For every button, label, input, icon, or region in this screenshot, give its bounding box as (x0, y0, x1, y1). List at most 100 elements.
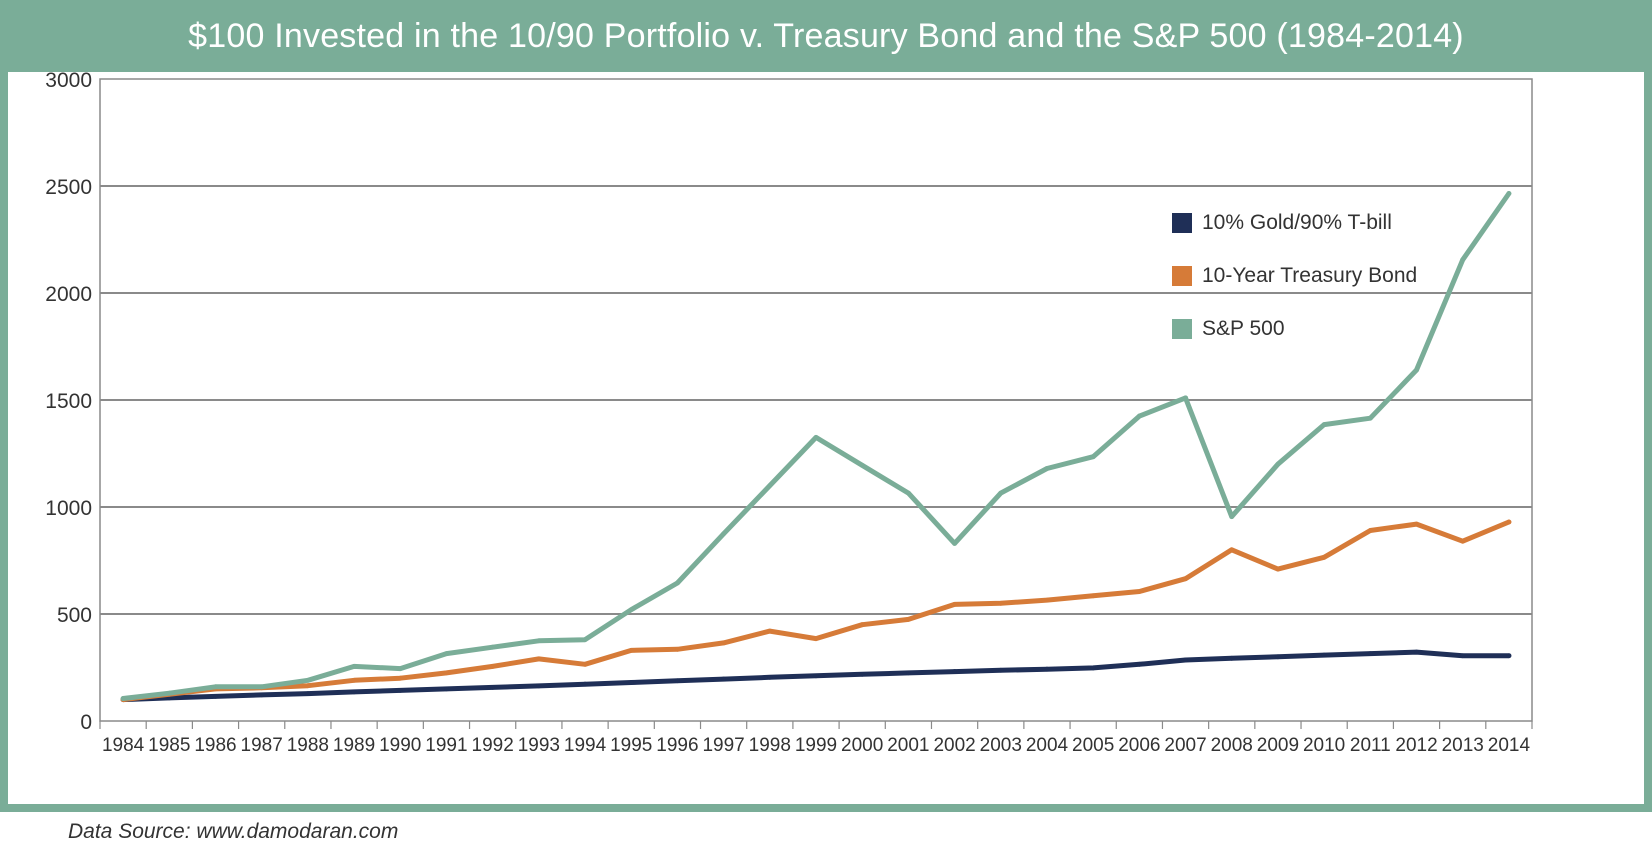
point-10-gold-90-t-bill-1991 (444, 686, 449, 692)
x-tick-label-2008: 2008 (1211, 735, 1253, 756)
point-s-p-500-1997 (721, 531, 727, 537)
title-band (0, 0, 1652, 72)
point-10-gold-90-t-bill-1988 (305, 691, 311, 697)
point-s-p-500-2003 (998, 490, 1004, 496)
data-source-note: Data Source: www.damodaran.com (68, 820, 399, 843)
point-10-gold-90-t-bill-2010 (1321, 652, 1327, 658)
point-10-year-treasury-bond-2002 (952, 601, 957, 607)
point-s-p-500-2006 (1136, 413, 1142, 419)
point-s-p-500-1987 (259, 684, 265, 690)
legend-item-treasury-bond: 10-Year Treasury Bond (1172, 263, 1417, 289)
point-s-p-500-1985 (166, 690, 172, 696)
x-tick-label-1989: 1989 (333, 735, 375, 756)
y-tick-label-1000: 1000 (45, 497, 92, 520)
y-tick-label-2000: 2000 (45, 283, 92, 306)
x-tick-label-2014: 2014 (1488, 735, 1531, 756)
point-10-gold-90-t-bill-1996 (675, 678, 680, 684)
legend-label-treasury-bond: 10-Year Treasury Bond (1202, 264, 1418, 287)
y-tick-label-2500: 2500 (45, 176, 92, 199)
x-tick-label-1996: 1996 (656, 735, 698, 756)
point-10-year-treasury-bond-1991 (444, 670, 449, 676)
point-s-p-500-1990 (397, 666, 403, 671)
point-10-gold-90-t-bill-2007 (1183, 657, 1188, 663)
x-tick-label-1987: 1987 (241, 735, 283, 756)
point-10-year-treasury-bond-1998 (767, 628, 773, 634)
point-s-p-500-2010 (1321, 422, 1327, 428)
point-10-year-treasury-bond-1996 (675, 646, 680, 652)
x-tick-label-1994: 1994 (564, 735, 607, 756)
legend-swatch-gold-tbill (1172, 213, 1192, 233)
point-10-year-treasury-bond-2011 (1367, 528, 1373, 533)
point-10-gold-90-t-bill-1997 (721, 676, 727, 682)
x-tick-label-2002: 2002 (933, 735, 975, 756)
x-tick-label-1993: 1993 (518, 735, 560, 756)
point-10-gold-90-t-bill-2012 (1414, 649, 1419, 655)
point-10-gold-90-t-bill-2001 (905, 670, 911, 676)
x-tick-label-1985: 1985 (148, 735, 190, 756)
x-tick-label-1999: 1999 (795, 735, 837, 756)
point-10-year-treasury-bond-2000 (859, 622, 865, 628)
legend-label-gold-tbill: 10% Gold/90% T-bill (1202, 211, 1392, 234)
line-chart: 0 500 1000 1500 2000 2500 3000 1984 1985 1986 1987… (45, 69, 1533, 756)
point-s-p-500-1996 (675, 580, 680, 586)
legend-item-gold-tbill: 10% Gold/90% T-bill (1172, 210, 1417, 236)
point-10-gold-90-t-bill-2003 (998, 667, 1004, 673)
point-10-year-treasury-bond-2006 (1136, 589, 1142, 594)
point-10-gold-90-t-bill-2008 (1229, 655, 1235, 661)
point-10-year-treasury-bond-1997 (721, 640, 727, 646)
point-s-p-500-1993 (536, 638, 542, 644)
point-10-gold-90-t-bill-1989 (351, 689, 357, 695)
point-10-year-treasury-bond-2009 (1275, 566, 1281, 572)
point-10-year-treasury-bond-2013 (1460, 538, 1466, 544)
point-s-p-500-2002 (952, 540, 957, 546)
point-10-year-treasury-bond-1993 (536, 656, 542, 662)
point-10-gold-90-t-bill-2005 (1090, 665, 1096, 671)
y-tick-label-500: 500 (57, 604, 92, 627)
x-tick-label-2010: 2010 (1303, 735, 1345, 756)
x-tick-label-2004: 2004 (1026, 735, 1069, 756)
point-10-gold-90-t-bill-1994 (582, 681, 588, 687)
point-10-year-treasury-bond-1990 (397, 675, 403, 681)
point-10-year-treasury-bond-2003 (998, 600, 1004, 606)
legend-item-sp500: S&P 500 (1172, 316, 1417, 342)
x-tick-label-1986: 1986 (194, 735, 236, 756)
point-10-gold-90-t-bill-1990 (397, 687, 403, 693)
point-s-p-500-1984 (120, 696, 126, 701)
point-s-p-500-1986 (213, 684, 218, 690)
point-10-year-treasury-bond-2004 (1044, 597, 1050, 603)
x-tick-label-2012: 2012 (1395, 735, 1437, 756)
point-10-gold-90-t-bill-2006 (1136, 661, 1142, 667)
point-10-year-treasury-bond-1988 (305, 683, 311, 689)
x-tick-label-2007: 2007 (1164, 735, 1206, 756)
legend-swatch-treasury-bond (1172, 266, 1192, 286)
point-s-p-500-1995 (628, 607, 634, 613)
x-tick-label-1992: 1992 (472, 735, 514, 756)
point-10-gold-90-t-bill-2009 (1275, 654, 1281, 660)
x-tick-label-1995: 1995 (610, 735, 652, 756)
point-10-year-treasury-bond-2012 (1414, 521, 1419, 527)
point-10-year-treasury-bond-2007 (1183, 576, 1188, 582)
point-s-p-500-1998 (767, 483, 773, 488)
point-10-gold-90-t-bill-1993 (536, 683, 542, 689)
x-tick-label-2013: 2013 (1442, 735, 1484, 756)
chart-title: $100 Invested in the 10/90 Portfolio v. … (188, 17, 1464, 55)
point-10-gold-90-t-bill-1995 (628, 680, 634, 685)
x-tick-label-2009: 2009 (1257, 735, 1299, 756)
point-10-year-treasury-bond-2014 (1506, 519, 1512, 525)
point-s-p-500-1992 (490, 644, 496, 650)
point-10-gold-90-t-bill-1998 (767, 674, 773, 680)
point-10-gold-90-t-bill-1986 (213, 693, 218, 699)
point-10-gold-90-t-bill-2014 (1506, 653, 1512, 659)
point-s-p-500-1999 (813, 435, 819, 440)
point-10-year-treasury-bond-1992 (490, 664, 496, 669)
point-s-p-500-2004 (1044, 466, 1050, 471)
point-s-p-500-2001 (905, 490, 911, 496)
point-s-p-500-1994 (582, 637, 588, 643)
x-tick-label-1988: 1988 (287, 735, 329, 756)
y-tick-label-3000: 3000 (45, 69, 92, 92)
point-s-p-500-2008 (1229, 514, 1235, 520)
point-s-p-500-2005 (1090, 454, 1096, 460)
point-10-gold-90-t-bill-2002 (952, 669, 957, 674)
point-10-year-treasury-bond-1995 (628, 647, 634, 653)
point-s-p-500-1989 (351, 664, 357, 669)
